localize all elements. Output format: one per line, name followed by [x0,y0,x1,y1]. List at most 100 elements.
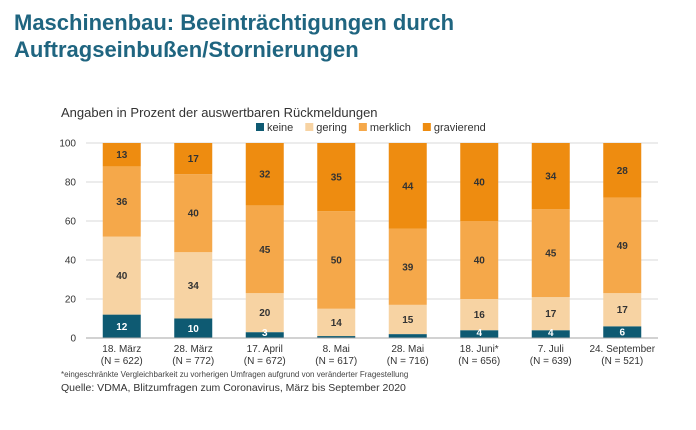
data-label: 45 [545,249,557,260]
x-tick-sample-size: (N = 521) [601,356,643,367]
bar-segment-merklich [102,166,141,237]
bar-segment-gravierend [388,143,427,229]
bar-segment-gravierend [174,143,213,175]
bar-segment-keine [460,330,499,338]
data-label: 40 [188,209,200,220]
bar-segment-gravierend [317,143,356,212]
legend-label-keine: keine [267,122,293,134]
legend-swatch-gering [305,123,314,131]
data-label: 40 [116,271,128,282]
x-tick-sample-size: (N = 639) [530,356,572,367]
bar-segment-gravierend [603,143,642,198]
bar-segment-gering [388,304,427,335]
data-label: 16 [474,310,486,321]
data-label: 4 [548,328,554,339]
bar-segment-gravierend [460,143,499,221]
data-label: 14 [331,318,343,329]
data-label: 40 [474,178,486,189]
data-label: 13 [116,150,128,161]
source-note: Quelle: VDMA, Blitzumfragen zum Coronavi… [61,382,406,394]
data-label: 32 [259,170,271,181]
value-labels: 1240361310344017320453214503515394441640… [116,150,628,339]
x-tick-label: 18. März [102,344,141,355]
bar-segment-gering [531,297,570,331]
bar-segment-merklich [603,197,642,294]
data-label: 3 [262,328,268,339]
legend-label-gering: gering [316,122,347,134]
grid-lines [86,142,658,300]
legend-swatch-merklich [358,123,367,131]
footnote: *eingeschränkte Vergleichbarkeit zu vorh… [61,370,409,379]
chart-title: Maschinenbau: Beeinträchtigungen durch A… [14,10,455,62]
data-label: 36 [116,197,128,208]
x-tick-sample-size: (N = 716) [387,356,429,367]
bar-segment-gravierend [245,143,284,206]
bar-segment-keine [317,336,356,338]
data-label: 10 [188,324,200,335]
bar-segment-gering [460,299,499,331]
data-label: 44 [402,181,414,192]
y-tick-label: 20 [65,295,77,306]
bar-segment-keine [245,332,284,338]
y-tick-label: 0 [70,334,76,345]
x-tick-sample-size: (N = 622) [101,356,143,367]
data-label: 45 [259,245,271,256]
legend-label-merklich: merklich [370,122,411,134]
bar-segment-merklich [245,205,284,294]
data-label: 28 [617,166,629,177]
y-tick-label: 40 [65,256,77,267]
x-tick-sample-size: (N = 617) [315,356,357,367]
x-tick-label: 28. März [174,344,213,355]
data-label: 17 [188,154,200,165]
x-tick-label: 8. Mai [323,344,350,355]
bar-segment-merklich [317,211,356,309]
bar-segment-gering [245,293,284,333]
y-tick-label: 80 [65,178,77,189]
x-tick-label: 18. Juni* [460,344,499,355]
bar-segment-keine [603,326,642,338]
data-label: 20 [259,308,271,319]
data-label: 50 [331,256,343,267]
bar-segment-merklich [388,228,427,305]
legend-swatch-keine [256,123,264,131]
bar-segment-merklich [174,174,213,253]
data-label: 15 [402,315,414,326]
bar-segment-keine [388,334,427,338]
data-label: 6 [619,328,625,339]
legend: keine gering merklich gravierend [256,122,486,134]
x-tick-label: 28. Mai [391,344,424,355]
x-tick-label: 17. April [247,344,283,355]
data-label: 4 [476,328,482,339]
bar-segment-gravierend [102,143,141,167]
bar-segment-gravierend [531,143,570,210]
data-label: 49 [617,241,629,252]
x-tick-label: 24. September [589,344,655,355]
bar-segment-merklich [460,221,499,299]
bar-segment-keine [174,318,213,338]
y-tick-label: 100 [59,139,76,150]
bar-segment-merklich [531,209,570,298]
legend-swatch-gravierend [422,123,431,131]
data-label: 35 [331,173,343,184]
data-label: 34 [188,281,200,292]
bar-segment-keine [531,330,570,338]
x-tick-label: 7. Juli [538,344,564,355]
bars [102,143,642,338]
bar-segment-keine [102,314,141,338]
bar-segment-gering [317,308,356,337]
chart-subtitle: Angaben in Prozent der auswertbaren Rück… [61,105,378,120]
legend-label-gravierend: gravierend [434,122,486,134]
data-label: 17 [545,309,557,320]
x-tick-sample-size: (N = 656) [458,356,500,367]
data-label: 17 [617,305,629,316]
bar-segment-gering [102,236,141,315]
y-tick-label: 60 [65,217,77,228]
data-label: 12 [116,322,128,333]
bar-segment-gering [174,252,213,319]
x-tick-sample-size: (N = 772) [172,356,214,367]
data-label: 39 [402,262,414,273]
bar-segment-gering [603,293,642,327]
data-label: 34 [545,172,557,183]
